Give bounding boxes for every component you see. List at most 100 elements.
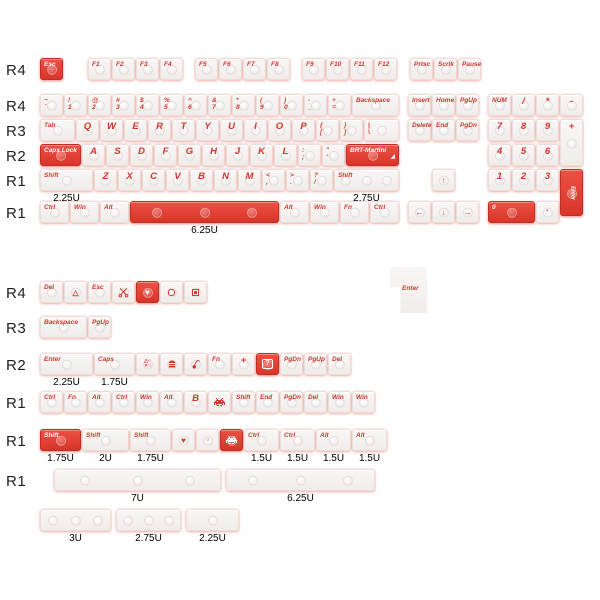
keycap-legend: # 3 [116,97,120,111]
keycap-f8: F8 [267,58,290,80]
keycap-shift: Shift 2.25U [40,169,93,204]
keycap-legend: Ctrl [44,394,56,401]
keycap-top [54,469,221,491]
keycap-top: Prtsc [410,58,433,80]
key-gap [480,201,488,223]
key-group: Enter 2.25U Caps 1.75U △○ ×□ Fn +? PgDn PgUp Del [40,353,352,388]
keycap-top: > . [286,169,309,191]
keycap-6: 6 [536,144,559,166]
keycap-legend: K [258,146,265,157]
keycap-legend: Ctrl [248,432,260,439]
keycap-f12: F12 [374,58,397,80]
keycap-legend: ( 9 [260,97,264,111]
keycap-legend: J [234,146,241,157]
keycap-enter: Enter [560,169,583,216]
arrow-left-icon: ← [415,207,424,217]
keycap-legend: Y [204,121,211,132]
keycap-top: # 3 [112,94,135,116]
keycap-legend: Ctrl [374,204,386,211]
keycap-legend: Del [308,394,319,401]
keycap-legend: ? / [314,172,318,186]
size-label: 1.5U [250,453,273,464]
keycap-top: Ctrl [40,391,63,413]
keycap-legend: Fn [68,394,76,401]
keycap-y: Y [196,119,219,141]
keycap-legend: X [126,171,133,182]
heart-icon: ♥ [145,287,150,297]
keycap-legend: PgDn [284,394,301,401]
keycap-top: Caps Lock [40,144,81,166]
keycap-0: 0 [488,201,535,223]
keycap-legend: F2 [116,61,124,68]
keycap-blank: 2.25U [186,509,239,544]
keycap-legend: Alt [320,432,329,439]
keycap-pgup: PgUp [304,353,327,375]
keycap-top [226,469,375,491]
keycap-top: Ctrl [280,429,315,451]
keycap-top: PgUp [456,94,479,116]
keycap-top: 8 [512,119,535,141]
keycap-legend: Prtsc [414,61,431,68]
keycap-end: End [256,391,279,413]
keycap-top: Q [76,119,99,141]
key-gap [398,58,410,80]
keycap-f3: F3 [136,58,159,80]
keycap-shift: Shift 1.75U [40,429,81,464]
keycap-top: U [220,119,243,141]
keycap-8: * 8 [232,94,255,116]
keycap-pgup: PgUp [456,94,479,116]
keycap-top: + [232,353,255,375]
keycap-blank: 2.75U [116,509,181,544]
keycap-top: | \ [364,119,399,141]
keycap-legend: Shift [236,394,251,401]
size-label: 2.25U [53,193,80,204]
keycap-t: T [172,119,195,141]
invader-icon [221,430,242,450]
keycap-win: Win [70,201,99,223]
keycap-top: F7 [243,58,266,80]
keycap-blank: 7U [54,469,221,504]
keycap-shift: Shift 1.75U [130,429,171,464]
keycap-blank: + [232,353,255,375]
keycap-legend: BRT-Martini [350,147,387,154]
keycap-top: F4 [160,58,183,80]
keycap-win: Win [352,391,375,413]
keycap-top: Esc [40,58,63,80]
keycap-top: F12 [374,58,397,80]
keycap-h: H [202,144,225,166]
keycap-top [186,509,239,531]
keycap-f11: F11 [350,58,373,80]
keycap-top: Alt [316,429,351,451]
keycap-top: Backspace [352,94,399,116]
keycap-legend: PgUp [92,319,109,326]
keycap-ctrl: Ctrl [112,391,135,413]
circle-icon: ○ [205,437,210,443]
keycap-top: Fn [64,391,87,413]
keycap-rounded-square [160,281,183,303]
keycap-top: F1 [88,58,111,80]
keycap-legend: * [545,96,550,107]
keycap-legend: F5 [199,61,207,68]
keycap-top: Home [432,94,455,116]
key-group: Del △ Esc ♥ [40,281,208,303]
size-label: 2.75U [353,193,380,204]
keycap-invader [208,391,231,413]
keycap-legend: Q [83,121,92,132]
keycap-legend: 6 [544,146,551,157]
keycap-legend: 1 [496,171,503,182]
keycap-top: Del [40,281,63,303]
keycap-alt: Alt 1.5U [352,429,387,464]
keycap-legend: Alt [104,204,113,211]
keycap-top: F5 [195,58,218,80]
square-icon [185,282,206,302]
key-group: 7U 6.25U [40,469,376,504]
keycap-legend: { [ [320,122,323,136]
keycap-legend: Esc [92,284,104,291]
keycap-f5: F5 [195,58,218,80]
keycap-scissors [112,281,135,303]
keycap-gamepad-shapes: △○ ×□ [136,353,159,375]
keycap-legend: F [162,146,169,157]
keycap-1: 1 [488,169,511,191]
keycap-m: M [238,169,261,191]
keycap-g: G [178,144,201,166]
